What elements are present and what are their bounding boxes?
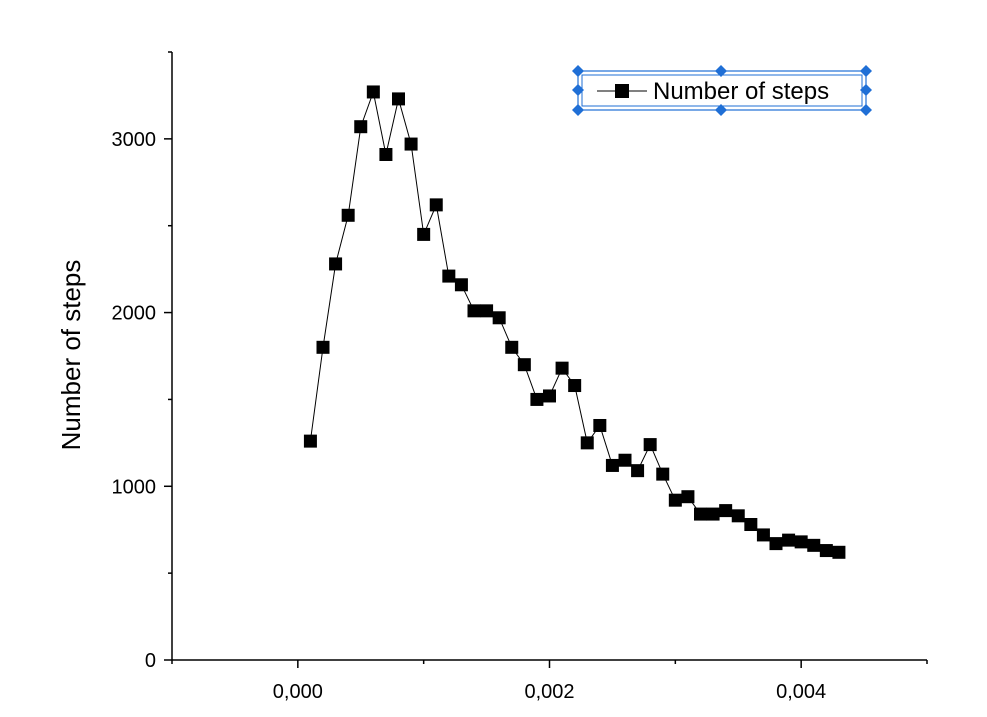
- data-point: [366, 85, 380, 99]
- data-point: [744, 518, 758, 532]
- data-point: [354, 120, 368, 134]
- data-point: [568, 379, 582, 393]
- resize-handle[interactable]: [860, 104, 872, 116]
- x-ticks: 0,000 0,002 0,004: [171, 660, 928, 703]
- data-point: [543, 389, 556, 403]
- data-point: [694, 507, 707, 521]
- data-point: [782, 533, 796, 547]
- axes: 0 1000 2000 3000 0,000 0,002 0,004: [112, 51, 928, 703]
- data-point: [303, 434, 317, 448]
- data-point: [832, 545, 846, 559]
- data-point: [807, 538, 821, 552]
- data-point: [555, 361, 569, 375]
- data-point: [404, 137, 418, 151]
- data-point: [668, 493, 682, 507]
- resize-handle[interactable]: [572, 65, 584, 77]
- data-point: [656, 467, 670, 481]
- series-layer: [303, 85, 846, 559]
- x-tick-label: 0,004: [776, 681, 826, 703]
- data-point: [505, 340, 519, 354]
- data-point: [429, 198, 443, 212]
- y-tick-label: 1000: [112, 476, 157, 498]
- data-point: [756, 528, 770, 542]
- data-point: [316, 340, 330, 354]
- data-point: [329, 257, 343, 271]
- data-point: [593, 418, 607, 432]
- x-tick-label: 0,002: [524, 681, 574, 703]
- data-point: [492, 311, 506, 325]
- data-point: [643, 438, 657, 452]
- y-tick-label: 2000: [112, 303, 157, 325]
- data-point: [605, 458, 619, 472]
- data-point: [480, 304, 494, 318]
- resize-handle[interactable]: [860, 84, 872, 96]
- legend-label: Number of steps: [653, 78, 829, 105]
- legend[interactable]: Number of steps: [572, 65, 872, 116]
- y-tick-label: 3000: [112, 129, 157, 151]
- resize-handle[interactable]: [860, 65, 872, 77]
- y-ticks: 0 1000 2000 3000: [112, 51, 172, 672]
- legend-handles: [572, 65, 872, 116]
- x-tick-label: 0,000: [273, 681, 323, 703]
- data-point: [618, 453, 632, 467]
- data-point: [467, 304, 481, 318]
- data-point: [719, 504, 733, 518]
- series-line: [309, 90, 839, 553]
- data-point: [379, 147, 393, 161]
- data-point: [681, 490, 695, 504]
- y-axis-title: Number of steps: [56, 260, 86, 451]
- data-point: [341, 208, 355, 222]
- data-point: [442, 269, 456, 283]
- data-point: [769, 537, 783, 551]
- data-point: [392, 92, 405, 106]
- legend-marker-icon: [615, 84, 629, 98]
- data-point: [731, 509, 745, 523]
- y-tick-label: 0: [145, 650, 156, 672]
- resize-handle[interactable]: [572, 84, 584, 96]
- data-point: [580, 436, 594, 450]
- data-point: [517, 358, 531, 372]
- data-point: [454, 278, 468, 292]
- data-point: [631, 464, 645, 478]
- data-point: [706, 507, 720, 521]
- resize-handle[interactable]: [572, 104, 584, 116]
- resize-handle[interactable]: [715, 104, 727, 116]
- data-point: [819, 544, 833, 558]
- data-point: [530, 392, 544, 406]
- resize-handle[interactable]: [715, 65, 727, 77]
- data-point: [794, 535, 808, 549]
- data-point: [417, 227, 431, 241]
